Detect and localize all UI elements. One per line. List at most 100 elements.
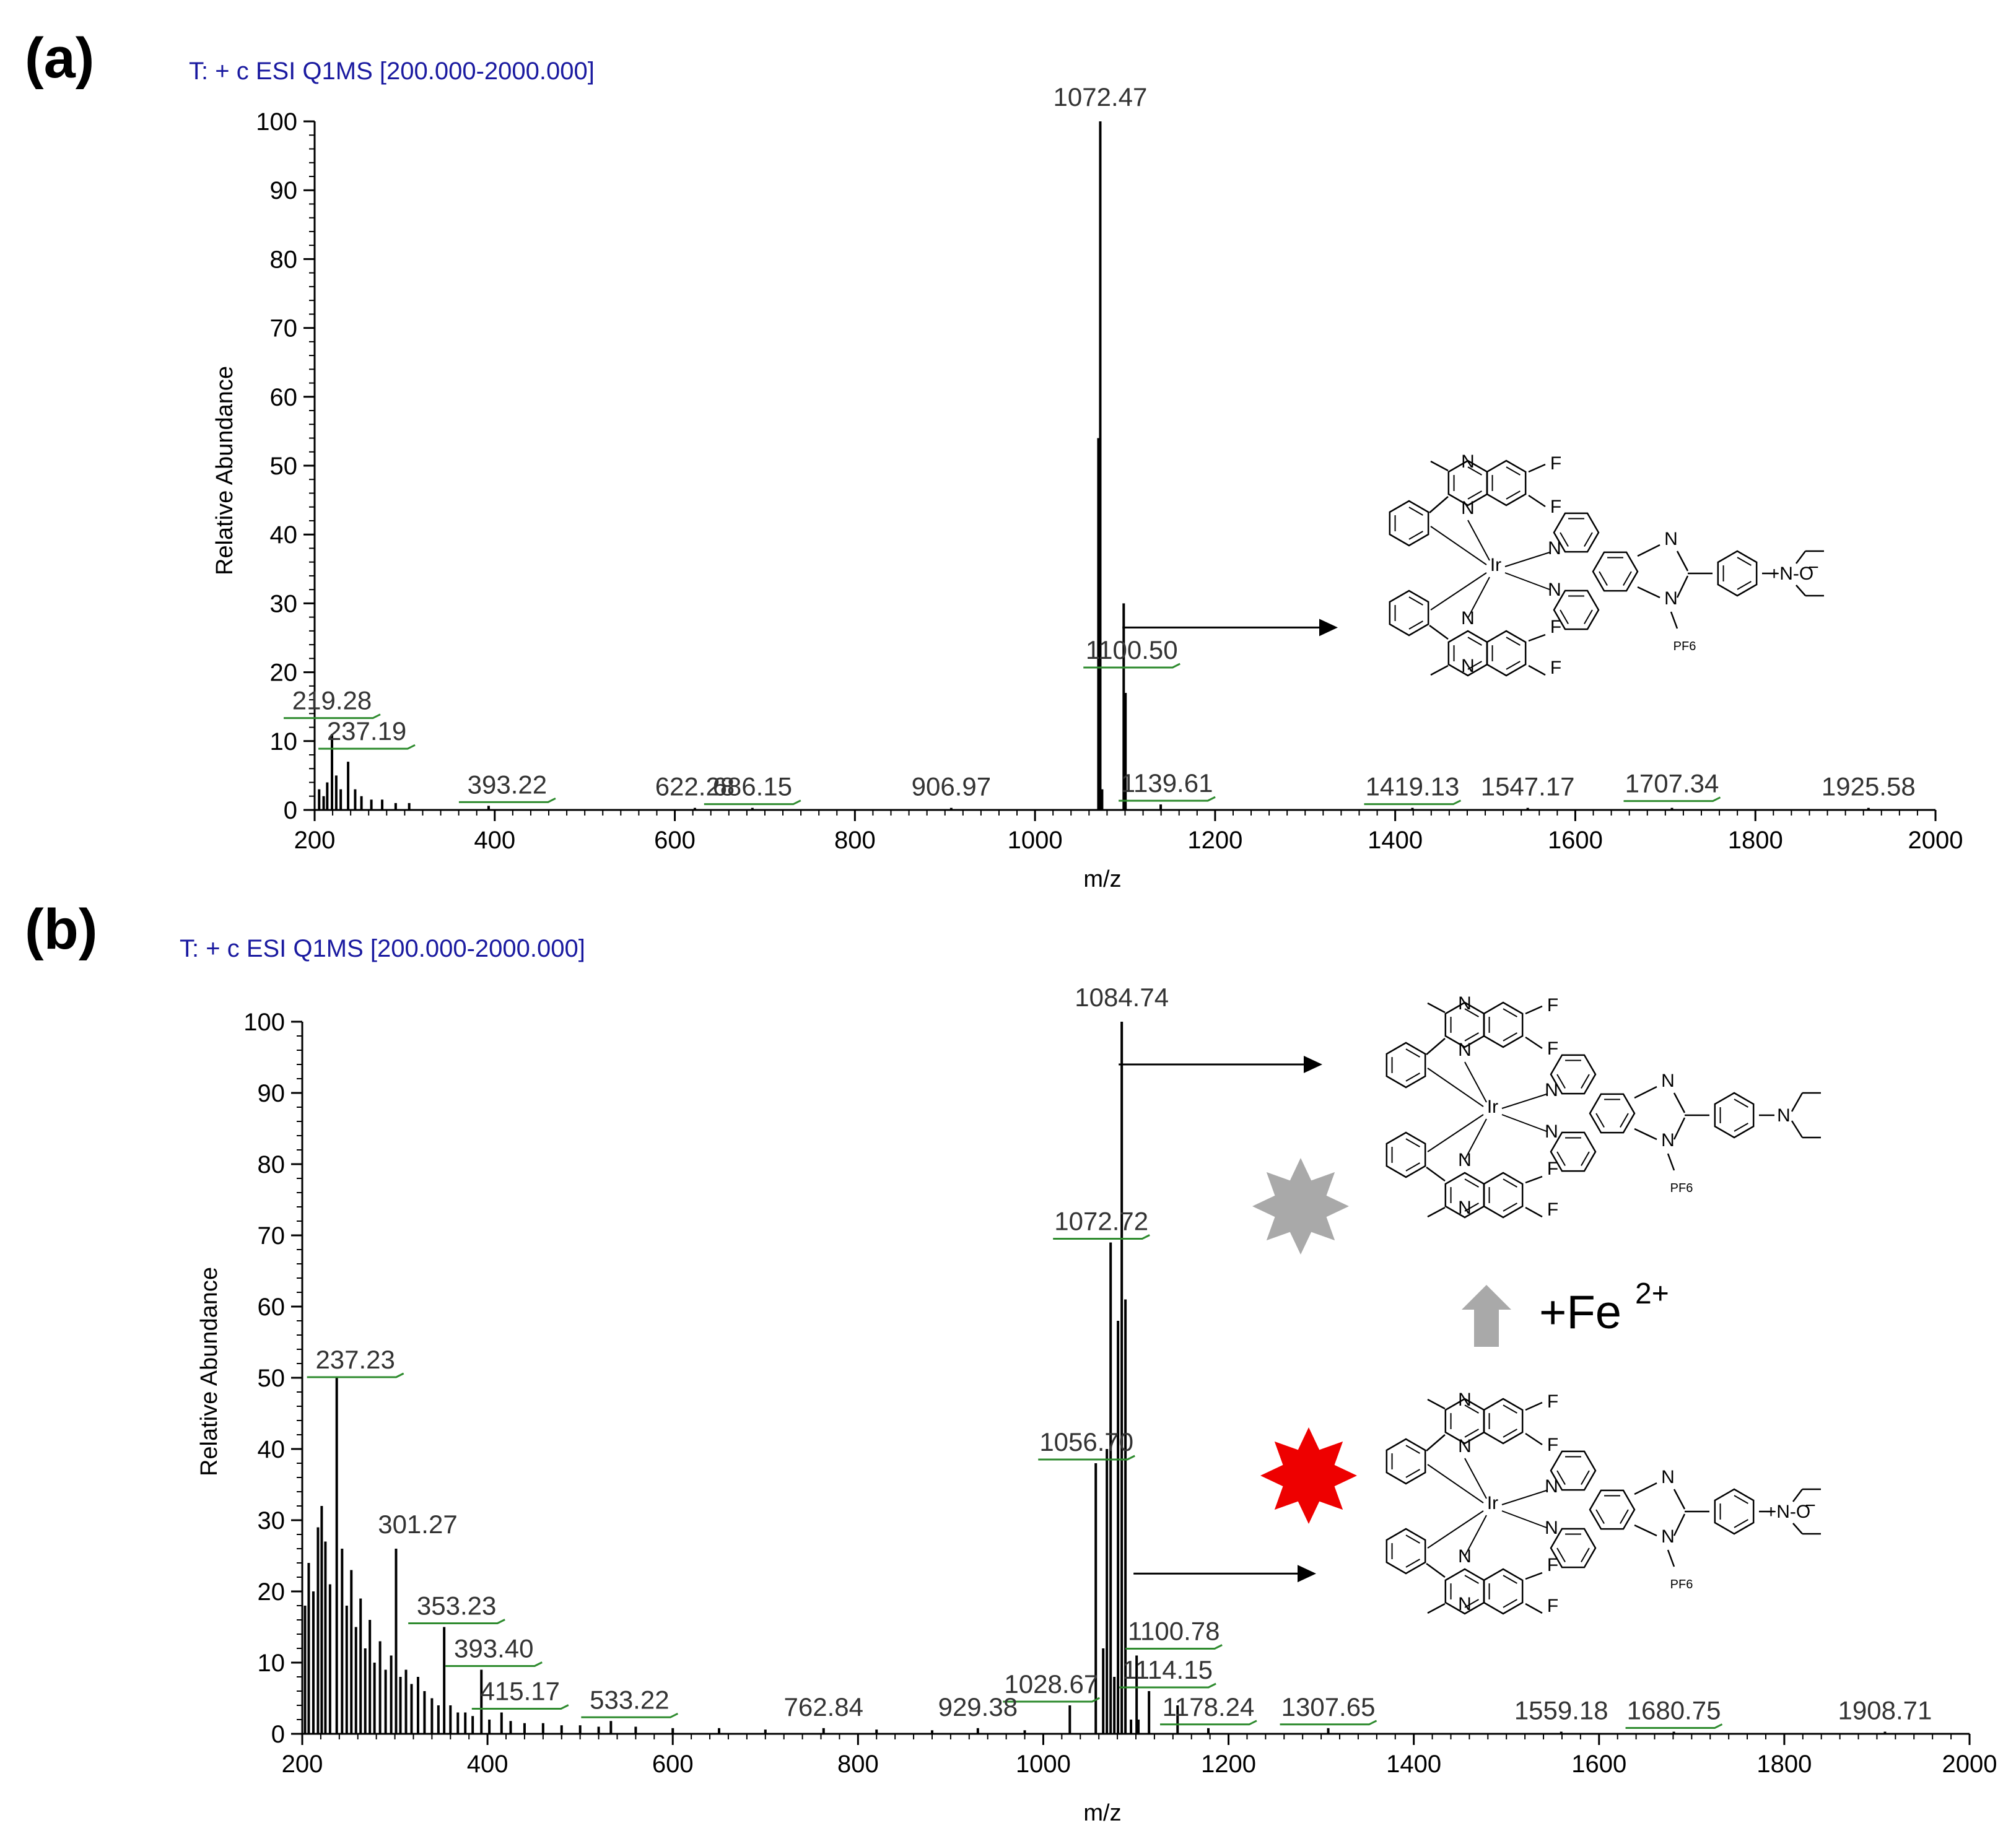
- y-tick-label: 20: [258, 1578, 286, 1606]
- bond: [1676, 575, 1689, 598]
- double-bond: [1503, 1599, 1517, 1608]
- up-arrow-icon: [1462, 1285, 1511, 1347]
- ring: [1385, 1131, 1426, 1178]
- panel-b-axes: 0 10 20 30 40 50 60 70 80 90 100 200 400 600 800 1000 12…: [243, 1009, 1997, 1778]
- bond: [1792, 1489, 1803, 1502]
- bond: [1528, 664, 1546, 676]
- bond: [1426, 1562, 1446, 1578]
- peak-label: 393.40: [454, 1634, 533, 1663]
- y-tick-label: 100: [243, 1009, 285, 1036]
- double-bond: [1405, 1072, 1420, 1082]
- peak-label-underline: [1083, 663, 1180, 669]
- peak-label-underline: [581, 1712, 679, 1718]
- atom-label: N: [1661, 1130, 1675, 1151]
- double-bond: [1506, 637, 1521, 646]
- bond: [1525, 1036, 1543, 1050]
- x-tick-label: 600: [654, 827, 696, 854]
- panel-b-arrows: [1119, 1056, 1322, 1583]
- atom-label: F: [1550, 658, 1561, 678]
- y-tick-label: 10: [258, 1650, 286, 1677]
- atom-label: N: [1458, 1198, 1472, 1218]
- x-tick-label: 1600: [1571, 1751, 1626, 1778]
- peak-label-underline: [1119, 796, 1216, 802]
- atom-label: F: [1547, 1555, 1558, 1575]
- atom-label: N: [1545, 1080, 1558, 1100]
- y-tick-label: 80: [270, 246, 298, 273]
- peak-label: 1072.47: [1054, 82, 1148, 111]
- bond: [1464, 1061, 1487, 1103]
- atom-label: N: [1458, 1594, 1472, 1614]
- bond: [1637, 586, 1660, 599]
- ring: [1714, 1092, 1755, 1139]
- peak-label-underline: [1038, 1455, 1135, 1461]
- x-tick-label: 2000: [1942, 1751, 1997, 1778]
- peak-label: 1056.70: [1039, 1427, 1133, 1456]
- x-tick-label: 800: [837, 1751, 879, 1778]
- y-tick-label: 10: [270, 728, 298, 755]
- peak-label: 1100.78: [1128, 1617, 1220, 1646]
- double-bond: [1560, 609, 1569, 624]
- peak-label-underline: [458, 797, 556, 803]
- peak-label: 1547.17: [1481, 772, 1575, 801]
- y-tick-label: 90: [270, 177, 298, 204]
- bond: [1427, 1068, 1484, 1107]
- ring: [1385, 1042, 1426, 1089]
- x-tick-label: 1400: [1368, 827, 1423, 854]
- double-bond: [1408, 620, 1423, 630]
- peak-label: 1178.24: [1163, 1692, 1255, 1721]
- atom-label: F: [1550, 453, 1561, 474]
- ring: [1486, 459, 1527, 507]
- x-tick-label: 1000: [1008, 827, 1063, 854]
- bond: [1464, 1458, 1487, 1499]
- bond: [1528, 633, 1546, 642]
- bond: [1528, 463, 1546, 473]
- peak-label: 415.17: [481, 1677, 560, 1706]
- bond: [1796, 585, 1806, 596]
- double-bond: [1560, 532, 1569, 547]
- double-bond: [1581, 1470, 1590, 1485]
- panel-b-xlabel: m/z: [1083, 1800, 1121, 1826]
- bond: [1427, 1603, 1446, 1614]
- peak-label-underline: [307, 1372, 404, 1378]
- peak-label-underline: [1625, 1723, 1723, 1729]
- bond: [1427, 1398, 1446, 1410]
- atom-label: F: [1547, 1159, 1558, 1179]
- bond: [1667, 1549, 1675, 1567]
- panel-a-peaks: [318, 121, 1870, 810]
- double-bond: [1503, 1429, 1517, 1438]
- ring: [1483, 1172, 1524, 1219]
- double-bond: [1737, 581, 1752, 590]
- atom-label: PF6: [1670, 1578, 1693, 1591]
- double-bond: [1734, 1099, 1748, 1108]
- x-tick-label: 1200: [1201, 1751, 1256, 1778]
- double-bond: [1503, 1404, 1517, 1414]
- atom-label: N: [1461, 451, 1475, 472]
- ring: [1385, 1438, 1426, 1485]
- peak-label: 762.84: [784, 1692, 863, 1721]
- y-tick-label: 40: [270, 521, 298, 549]
- peak-label-underline: [445, 1661, 543, 1667]
- atom-label: F: [1547, 1038, 1558, 1059]
- bond: [1791, 1120, 1804, 1138]
- bond: [1525, 1603, 1543, 1614]
- bond: [1667, 1153, 1675, 1171]
- double-bond: [1408, 596, 1423, 606]
- bond: [1525, 1432, 1543, 1446]
- peak-label-underline: [1160, 1720, 1257, 1726]
- panel-b-letter: (b): [25, 898, 97, 961]
- atom-label: N: [1664, 529, 1678, 549]
- double-bond: [1464, 1599, 1479, 1608]
- peak-label: 1925.58: [1822, 772, 1916, 801]
- double-bond: [1405, 1445, 1420, 1454]
- double-bond: [1464, 1429, 1479, 1438]
- double-bond: [1734, 1123, 1748, 1132]
- ring: [1589, 1093, 1636, 1134]
- x-tick-label: 400: [467, 1751, 508, 1778]
- ring: [1483, 1568, 1524, 1615]
- y-tick-label: 20: [270, 659, 298, 687]
- y-tick-label: 30: [258, 1507, 286, 1534]
- arrow-1100-head: [1319, 619, 1338, 637]
- double-bond: [1599, 571, 1608, 586]
